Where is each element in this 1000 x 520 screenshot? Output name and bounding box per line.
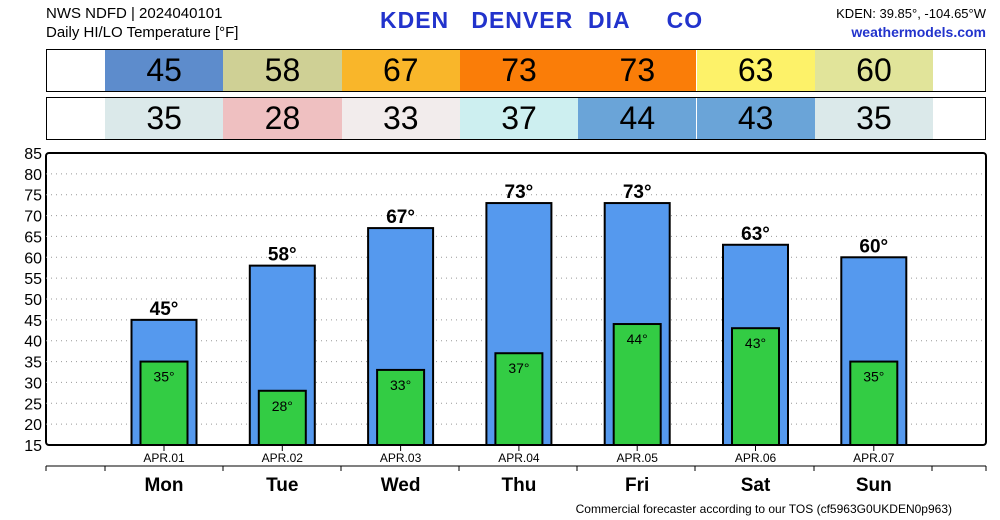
date-label: APR.07 bbox=[853, 451, 895, 465]
low-temp-label: 37° bbox=[508, 360, 529, 376]
day-label: Tue bbox=[266, 475, 298, 496]
low-temp-label: 33° bbox=[390, 377, 411, 393]
y-tick-label: 50 bbox=[24, 292, 42, 309]
chart-header-right: KDEN: 39.85°, -104.65°W weathermodels.co… bbox=[836, 4, 986, 42]
low-temp-cell: 35 bbox=[814, 98, 934, 139]
high-temp-cell: 45 bbox=[105, 50, 224, 91]
low-temp-bar bbox=[257, 389, 307, 446]
date-label: APR.03 bbox=[380, 451, 422, 465]
y-tick-label: 25 bbox=[24, 396, 42, 413]
high-temp-label: 58° bbox=[268, 245, 297, 266]
y-tick-label: 15 bbox=[24, 438, 42, 455]
low-temp-label: 35° bbox=[863, 369, 884, 385]
high-temp-cell: 67 bbox=[341, 50, 460, 91]
low-temp-label: 43° bbox=[745, 335, 766, 351]
high-temp-label: 45° bbox=[150, 299, 179, 320]
high-temperature-strip: 45 58 67 73 73 63 60 bbox=[46, 49, 986, 92]
high-temp-cell: 58 bbox=[223, 50, 342, 91]
date-label: APR.01 bbox=[143, 451, 185, 465]
y-tick-label: 45 bbox=[24, 313, 42, 330]
high-temp-label: 73° bbox=[505, 182, 534, 203]
low-temp-cell: 28 bbox=[223, 98, 342, 139]
y-tick-label: 80 bbox=[24, 167, 42, 184]
day-label: Fri bbox=[625, 475, 649, 496]
high-temp-cell: 60 bbox=[814, 50, 934, 91]
low-temp-label: 28° bbox=[272, 398, 293, 414]
y-tick-label: 65 bbox=[24, 229, 42, 246]
site-link[interactable]: weathermodels.com bbox=[851, 24, 986, 40]
station-coordinates: KDEN: 39.85°, -104.65°W bbox=[836, 6, 986, 21]
high-temp-label: 73° bbox=[623, 182, 652, 203]
chart-header-left: NWS NDFD | 2024040101 Daily HI/LO Temper… bbox=[46, 4, 238, 42]
low-temp-cell: 44 bbox=[578, 98, 697, 139]
day-label: Sat bbox=[741, 475, 771, 496]
high-temp-cell: 73 bbox=[578, 50, 697, 91]
date-label: APR.06 bbox=[735, 451, 777, 465]
day-label: Thu bbox=[501, 475, 536, 496]
y-tick-label: 85 bbox=[24, 146, 42, 163]
y-tick-label: 35 bbox=[24, 355, 42, 372]
chart-title: Daily HI/LO Temperature [°F] bbox=[46, 24, 239, 41]
date-label: APR.04 bbox=[498, 451, 540, 465]
low-temperature-strip: 35 28 33 37 44 43 35 bbox=[46, 97, 986, 140]
day-label: Mon bbox=[144, 475, 183, 496]
high-temp-label: 67° bbox=[386, 207, 415, 228]
low-temp-label: 44° bbox=[627, 331, 648, 347]
low-temp-cell: 33 bbox=[341, 98, 460, 139]
station-name: KDEN DENVER DIA CO bbox=[380, 7, 704, 33]
high-temp-label: 63° bbox=[741, 224, 770, 245]
low-temp-bar bbox=[612, 323, 662, 446]
y-tick-label: 30 bbox=[24, 375, 42, 392]
high-temp-cell: 63 bbox=[696, 50, 815, 91]
y-tick-label: 55 bbox=[24, 271, 42, 288]
day-label: Sun bbox=[856, 475, 892, 496]
y-tick-label: 75 bbox=[24, 188, 42, 205]
day-label: Wed bbox=[381, 475, 421, 496]
model-run-label: NWS NDFD | 2024040101 bbox=[46, 5, 223, 22]
low-temp-cell: 43 bbox=[696, 98, 815, 139]
low-temp-cell: 35 bbox=[105, 98, 224, 139]
high-temp-cell: 73 bbox=[459, 50, 579, 91]
date-label: APR.05 bbox=[617, 451, 659, 465]
y-tick-label: 40 bbox=[24, 334, 42, 351]
footer-disclaimer: Commercial forecaster according to our T… bbox=[575, 502, 952, 516]
high-temp-label: 60° bbox=[859, 236, 888, 257]
y-tick-label: 20 bbox=[24, 417, 42, 434]
y-tick-label: 60 bbox=[24, 250, 42, 267]
station-title: KDEN DENVER DIA CO bbox=[380, 7, 760, 34]
low-temp-cell: 37 bbox=[459, 98, 579, 139]
low-temp-label: 35° bbox=[153, 369, 174, 385]
y-tick-label: 70 bbox=[24, 209, 42, 226]
date-label: APR.02 bbox=[262, 451, 304, 465]
